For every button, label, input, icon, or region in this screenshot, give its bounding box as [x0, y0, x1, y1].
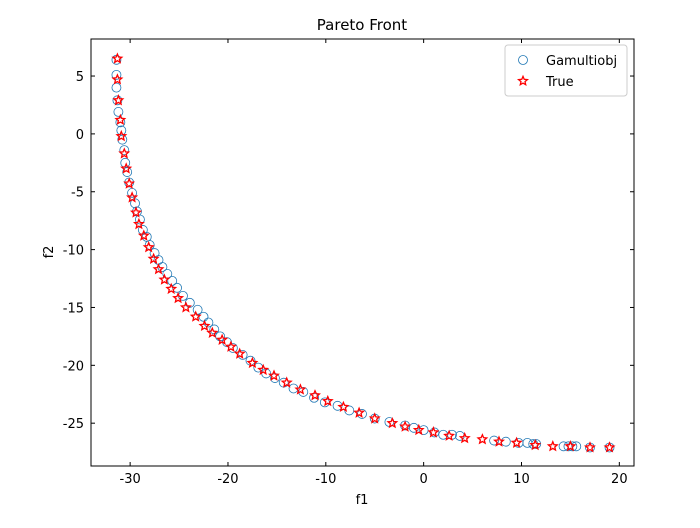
- y-tick-label: -20: [63, 359, 84, 374]
- true-point: [564, 439, 577, 452]
- true-point: [118, 147, 131, 159]
- true-point: [337, 400, 350, 413]
- legend-box: [504, 44, 628, 97]
- gamultiobj-point: [135, 214, 145, 225]
- x-tick-label: 20: [611, 472, 628, 487]
- true-point: [111, 73, 124, 85]
- x-tick-label: 10: [513, 472, 530, 487]
- true-point: [492, 435, 506, 447]
- true-point: [189, 310, 202, 322]
- gamultiobj-point: [119, 145, 130, 155]
- true-point: [216, 333, 229, 345]
- gamultiobj-point: [130, 198, 140, 209]
- gamultiobj-point: [122, 167, 133, 177]
- true-point: [458, 431, 471, 444]
- gamultiobj-point: [192, 304, 203, 315]
- gamultiobj-point: [117, 134, 128, 145]
- data-points: [111, 52, 616, 453]
- x-tick-label: 0: [420, 472, 428, 487]
- x-tick-label: -20: [217, 472, 238, 487]
- true-point: [427, 426, 440, 438]
- gamultiobj-point: [113, 107, 124, 117]
- true-point: [309, 389, 321, 401]
- true-point: [257, 363, 270, 376]
- true-point: [114, 113, 127, 126]
- x-tick-label: -10: [315, 472, 336, 487]
- y-tick-label: 0: [76, 128, 84, 143]
- y-tick-label: -5: [71, 186, 84, 201]
- x-axis-label: f1: [356, 493, 369, 508]
- true-point: [120, 162, 133, 174]
- legend-marker-gamultiobj: [518, 55, 528, 65]
- true-point: [546, 439, 559, 452]
- true-point: [267, 369, 280, 381]
- y-axis-label: f2: [42, 246, 57, 259]
- true-point: [165, 282, 178, 295]
- true-point: [443, 429, 456, 441]
- y-tick-label: -15: [63, 301, 84, 316]
- true-point: [179, 301, 192, 313]
- gamultiobj-point: [127, 188, 137, 198]
- true-point: [280, 376, 293, 388]
- x-tick-label: -30: [120, 472, 141, 487]
- true-point: [158, 273, 171, 285]
- true-point: [510, 436, 523, 448]
- true-point: [321, 394, 334, 407]
- chart-title: Pareto Front: [317, 16, 408, 34]
- true-point: [142, 240, 155, 253]
- gamultiobj-point: [111, 69, 122, 80]
- legend-marker-true: [516, 74, 530, 87]
- legend: Gamultiobj True: [504, 44, 628, 97]
- gamultiobj-point: [418, 425, 429, 436]
- gamultiobj-point: [115, 117, 126, 128]
- true-point: [111, 52, 124, 64]
- true-point: [137, 229, 150, 241]
- y-tick-label: -25: [63, 417, 84, 432]
- true-point: [172, 291, 185, 304]
- true-point: [152, 263, 165, 275]
- legend-label-gamultiobj: Gamultiobj: [546, 54, 617, 69]
- true-point: [126, 191, 139, 203]
- legend-label-true: True: [545, 75, 574, 90]
- true-point: [386, 416, 399, 429]
- true-point: [112, 93, 125, 106]
- true-point: [246, 356, 259, 369]
- true-point: [583, 441, 596, 453]
- true-point: [294, 383, 307, 395]
- true-point: [412, 423, 425, 436]
- gamultiobj-point: [111, 82, 122, 93]
- y-tick-label: -10: [63, 244, 84, 259]
- true-point: [399, 420, 412, 432]
- true-point: [353, 406, 366, 418]
- true-point: [529, 438, 542, 451]
- true-point: [224, 340, 237, 352]
- axis-ticks: -30 -20 -10 0 10 20 5 0 -5 -10 -15 -20 -25: [63, 39, 634, 487]
- true-point: [123, 177, 136, 189]
- true-point: [115, 129, 128, 142]
- plot-frame: [90, 38, 635, 467]
- true-point: [603, 441, 616, 453]
- y-tick-label: 5: [76, 70, 84, 85]
- true-point: [198, 319, 211, 332]
- true-point: [368, 412, 381, 424]
- gamultiobj-point: [489, 435, 499, 446]
- true-point: [132, 217, 145, 230]
- true-point: [147, 252, 160, 264]
- gamultiobj-point: [571, 441, 582, 452]
- true-point: [129, 206, 143, 218]
- true-point: [233, 347, 246, 359]
- true-point: [206, 326, 219, 338]
- true-point: [476, 433, 489, 445]
- legend-star-icon: [516, 74, 530, 87]
